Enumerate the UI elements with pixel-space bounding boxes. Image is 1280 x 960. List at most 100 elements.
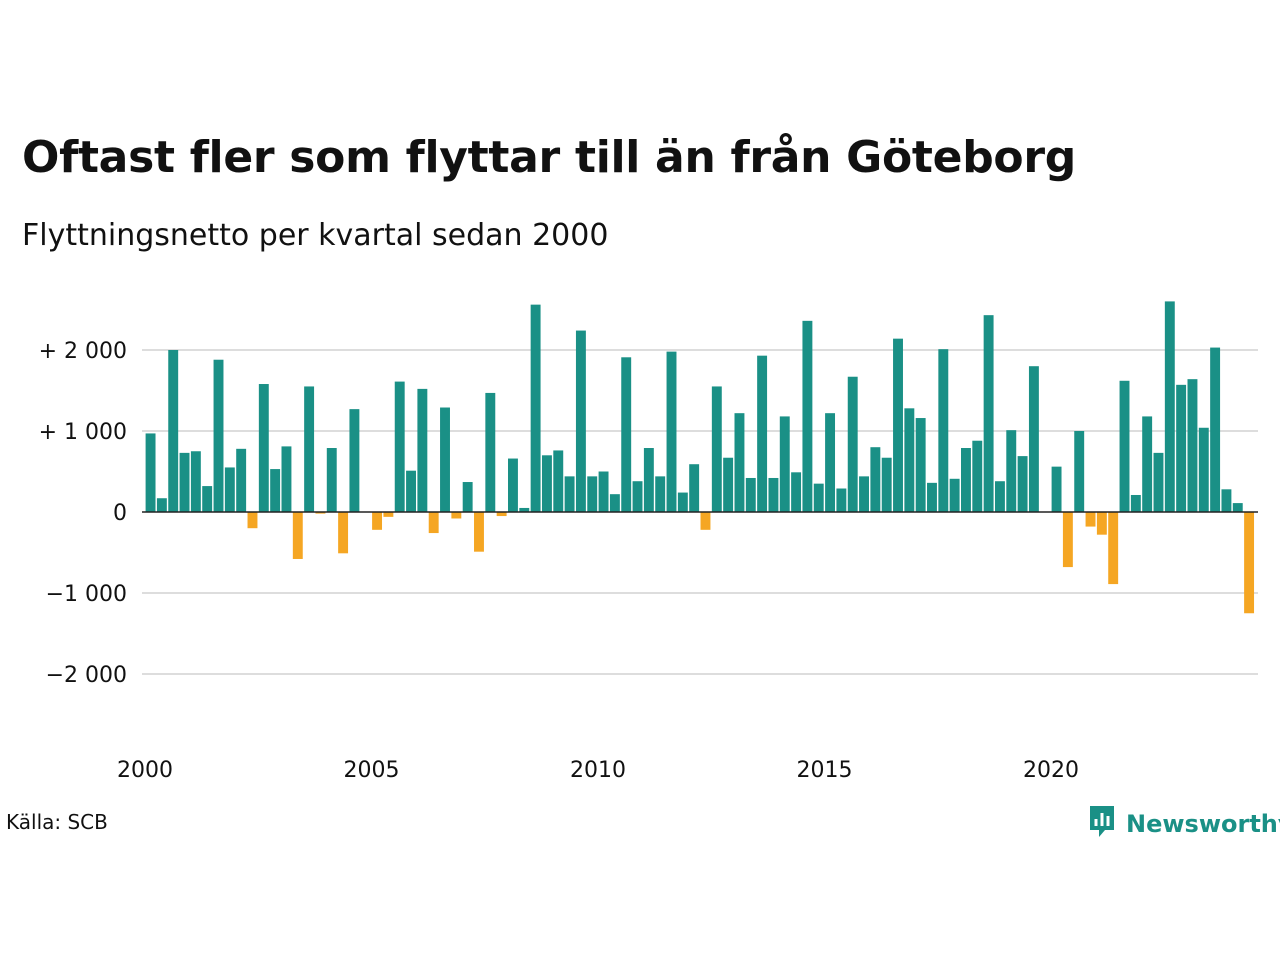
y-tick-label: −1 000 [46,582,127,607]
bar [655,476,666,512]
brand-name: Newsworthy [1126,809,1280,838]
y-tick-label: 0 [113,501,127,526]
x-axis-ticks: 2000 2005 2010 2015 2020 [117,758,1079,783]
bar [609,494,620,512]
bar [213,359,224,512]
bar [1108,512,1119,585]
bar [870,447,881,512]
bar [1164,301,1175,512]
bar [643,448,654,512]
bar [372,512,383,530]
bar [451,512,462,519]
bar-chart-speech-bubble-icon [1088,804,1116,843]
bar [394,381,405,512]
bar [825,413,836,512]
bar [474,512,484,552]
bar [224,467,235,512]
x-tick-label: 2005 [344,758,400,783]
bar [802,320,813,512]
bar [1176,384,1187,512]
bar [485,392,496,512]
bar [587,476,598,512]
bar [1051,466,1062,512]
bar [734,413,745,512]
bar [530,304,541,512]
bar [723,457,734,512]
bar [315,512,326,514]
bar [1028,366,1039,512]
bar [700,512,711,530]
bar [428,512,439,534]
bar [1074,431,1085,512]
bar [847,376,858,512]
bar [949,478,960,512]
bar [881,457,892,512]
bar [1085,512,1096,527]
x-tick-label: 2000 [117,758,173,783]
brand-logo[interactable]: Newsworthy [1088,804,1280,843]
bar [270,469,281,512]
bar [202,486,213,512]
bar [326,448,337,512]
bar [1210,347,1221,512]
bar [859,476,869,512]
bar [1062,512,1073,568]
source-note: Källa: SCB [6,810,108,834]
bars [145,301,1255,614]
bar [994,481,1005,512]
bar [1142,416,1153,512]
bar [1153,452,1164,512]
bar [1119,380,1130,512]
bar [292,512,303,559]
bar [711,386,722,512]
x-tick-label: 2010 [570,758,626,783]
bar [496,512,507,517]
bar [983,315,994,512]
bar [598,471,609,512]
bar [179,452,190,512]
bar [1130,494,1141,512]
y-tick-label: + 1 000 [39,420,127,445]
bar [621,357,632,512]
bar [836,488,847,512]
bar [145,433,156,512]
bar [156,498,167,512]
bar [632,481,643,512]
x-tick-label: 2020 [1023,758,1079,783]
bar [768,477,779,512]
grid-lines [142,349,1258,675]
bar [904,408,915,512]
bar [961,448,971,512]
bar [440,407,450,512]
bar [564,476,575,512]
bar [247,512,258,529]
bar [689,464,700,512]
bar [417,388,428,512]
bar [791,472,802,512]
chart-subtitle: Flyttningsnetto per kvartal sedan 2000 [22,218,609,253]
bar [1244,512,1255,614]
bar [190,451,201,512]
y-tick-label: + 2 000 [39,339,127,364]
bar [1198,427,1209,512]
y-tick-label: −2 000 [46,663,127,688]
bar [462,482,473,512]
bar [168,350,179,512]
bar [745,477,756,512]
bar [666,351,677,512]
bar [813,483,824,512]
bar [236,448,247,512]
bar [541,455,552,512]
x-tick-label: 2015 [797,758,853,783]
bar [1232,503,1243,512]
bar [338,512,349,554]
bar [575,330,586,512]
bar [938,349,949,512]
bar [915,418,926,512]
chart-title: Oftast fler som flyttar till än från Göt… [22,132,1076,183]
bar [383,512,394,517]
bar [757,355,768,512]
bar [349,409,360,512]
